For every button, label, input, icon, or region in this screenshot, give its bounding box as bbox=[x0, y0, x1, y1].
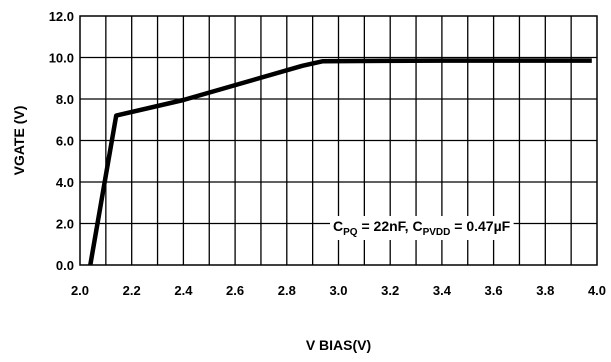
x-tick-label: 2.6 bbox=[226, 283, 244, 298]
series-line bbox=[88, 58, 592, 266]
x-tick-label: 2.4 bbox=[174, 283, 193, 298]
y-tick-label: 10.0 bbox=[49, 51, 74, 66]
series-layer bbox=[88, 58, 592, 266]
x-tick-label: 2.2 bbox=[123, 283, 141, 298]
annotation-c2-subscript: PVDD bbox=[423, 227, 451, 238]
y-tick-label: 12.0 bbox=[49, 9, 74, 24]
x-tick-labels: 2.0 2.2 2.4 2.6 2.8 3.0 3.2 3.4 3.6 3.8 4.0 bbox=[71, 283, 606, 298]
x-tick-label: 3.6 bbox=[485, 283, 503, 298]
x-tick-label: 3.0 bbox=[329, 283, 347, 298]
x-axis-label: V BIAS(V) bbox=[306, 337, 371, 353]
y-tick-label: 4.0 bbox=[56, 175, 74, 190]
x-tick-label: 3.2 bbox=[381, 283, 399, 298]
y-tick-label: 0.0 bbox=[56, 258, 74, 273]
x-tick-label: 4.0 bbox=[588, 283, 606, 298]
y-tick-label: 8.0 bbox=[56, 92, 74, 107]
x-tick-label: 2.8 bbox=[278, 283, 296, 298]
y-axis-label: VGATE (V) bbox=[11, 106, 27, 176]
annotation-c1: C bbox=[333, 218, 343, 234]
x-tick-label: 3.4 bbox=[433, 283, 452, 298]
x-tick-label: 3.8 bbox=[536, 283, 554, 298]
y-tick-labels: 0.0 2.0 4.0 6.0 8.0 10.0 12.0 bbox=[49, 9, 74, 273]
capacitor-annotation: CPQ = 22nF, CPVDD = 0.47µF bbox=[333, 218, 511, 238]
annotation-c1-subscript: PQ bbox=[343, 227, 358, 238]
y-tick-label: 6.0 bbox=[56, 134, 74, 149]
annotation-background bbox=[330, 216, 514, 240]
annotation-c2: C bbox=[412, 218, 422, 234]
annotation-c1-value: = 22nF, bbox=[358, 218, 413, 234]
plot-frame bbox=[79, 15, 598, 266]
annotation-c2-value: = 0.47µF bbox=[450, 218, 510, 234]
x-tick-label: 2.0 bbox=[71, 283, 89, 298]
y-tick-label: 2.0 bbox=[56, 217, 74, 232]
